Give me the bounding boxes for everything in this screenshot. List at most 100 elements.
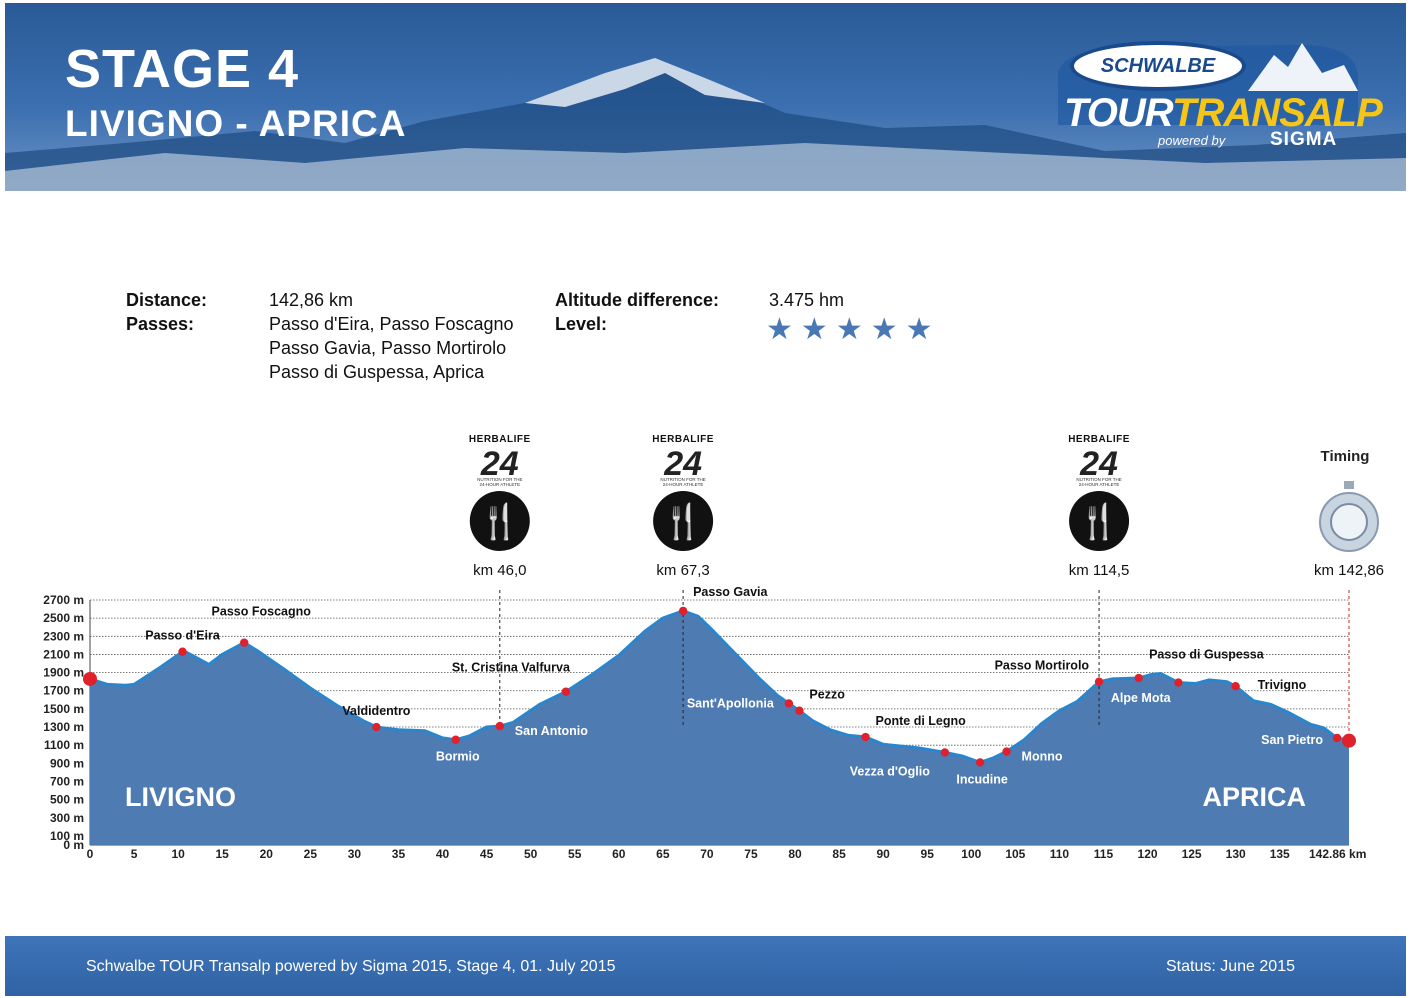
- x-tick-label: 35: [392, 847, 406, 861]
- waypoint-dot: [561, 687, 571, 696]
- waypoint-dot: [1174, 678, 1183, 687]
- waypoint-dot: [1002, 747, 1011, 756]
- logo-transalp: TRANSALP: [1172, 91, 1383, 135]
- herbalife-24-logo: 24: [1079, 445, 1118, 483]
- waypoint-dot: [861, 732, 870, 742]
- waypoint-label: Valdidentro: [342, 704, 410, 718]
- herbalife-tagline: 24-HOUR ATHLETE: [479, 482, 520, 487]
- altitude-value: 3.475 hm: [769, 290, 845, 310]
- distance-value: 142,86 km: [269, 290, 354, 310]
- marker-km-label: km 46,0: [473, 562, 526, 579]
- feed-station-icon: [653, 491, 714, 551]
- marker-km-label: km 67,3: [656, 562, 709, 579]
- waypoint-dot: [940, 748, 950, 757]
- y-tick-label: 1300 m: [43, 720, 84, 734]
- endpoint-dot: [83, 671, 97, 686]
- stopwatch-face: [1330, 503, 1368, 541]
- x-tick-label: 85: [832, 847, 846, 861]
- logo-sigma: SIGMA: [1270, 129, 1338, 150]
- y-tick-label: 2700 m: [43, 593, 84, 607]
- y-tick-label: 1900 m: [43, 666, 84, 680]
- herbalife-brand: HERBALIFE: [652, 434, 714, 445]
- waypoint-label: San Pietro: [1261, 733, 1323, 747]
- y-tick-label: 900 m: [50, 756, 84, 770]
- x-tick-label: 75: [744, 847, 758, 861]
- distance-label: Distance:: [126, 290, 208, 310]
- waypoint-label: Trivigno: [1258, 678, 1307, 692]
- level-star-icon: ★: [870, 313, 898, 346]
- logo-schwalbe: SCHWALBE: [1070, 41, 1246, 91]
- fork-knife-icon: 🍴: [479, 502, 521, 542]
- elevation-line: [89, 609, 1350, 764]
- y-tick-label: 100 m: [50, 829, 84, 843]
- herbalife-tagline: NUTRITION FOR THE: [660, 477, 705, 482]
- herbalife-tagline: NUTRITION FOR THE: [477, 477, 522, 482]
- passes-label: Passes:: [126, 314, 195, 334]
- waypoint-dot: [795, 706, 804, 715]
- x-tick-label: 55: [568, 847, 582, 861]
- footer-event-info: Schwalbe TOUR Transalp powered by Sigma …: [86, 958, 616, 975]
- x-tick-label: 70: [700, 847, 714, 861]
- waypoint-dot: [372, 722, 381, 732]
- waypoint-dot: [1094, 677, 1104, 686]
- waypoint-label: Passo di Guspessa: [1149, 648, 1265, 662]
- footer-bar: Schwalbe TOUR Transalp powered by Sigma …: [5, 936, 1406, 996]
- waypoint-label: Passo Mortirolo: [995, 659, 1090, 673]
- x-tick-label: 120: [1138, 847, 1158, 861]
- x-tick-label: 30: [348, 847, 362, 861]
- waypoint-label: Monno: [1022, 750, 1063, 764]
- elevation-area: [90, 610, 1349, 845]
- logo-tour: TOUR: [1064, 91, 1174, 135]
- x-tick-label: 10: [171, 847, 185, 861]
- herbalife-24-logo: 24: [663, 445, 702, 483]
- waypoint-label: Alpe Mota: [1111, 691, 1172, 705]
- herbalife-brand: HERBALIFE: [1068, 434, 1130, 445]
- level-star-icon: ★: [766, 313, 793, 346]
- y-tick-label: 0 m: [63, 838, 84, 852]
- start-town-label: LIVIGNO: [125, 782, 236, 812]
- y-tick-label: 1100 m: [44, 738, 84, 752]
- endpoint-dot: [1342, 733, 1356, 748]
- x-tick-label: 105: [1005, 847, 1025, 861]
- x-tick-label: 60: [612, 847, 626, 861]
- waypoint-label: Sant'Apollonia: [687, 696, 775, 710]
- waypoint-label: Passo Foscagno: [212, 605, 312, 619]
- waypoint-label: Incudine: [956, 772, 1007, 786]
- passes-line-3: Passo di Guspessa, Aprica: [269, 362, 485, 382]
- y-tick-label: 300 m: [50, 811, 84, 825]
- waypoint-label: Pezzo: [809, 688, 845, 702]
- altitude-label: Altitude difference:: [555, 290, 720, 310]
- fork-knife-icon: 🍴: [1078, 502, 1120, 542]
- level-stars: ★ ★ ★ ★ ★: [766, 315, 933, 345]
- fork-knife-icon: 🍴: [662, 502, 704, 542]
- footer-status: Status: June 2015: [1166, 958, 1295, 975]
- herbalife-tagline: 24-HOUR ATHLETE: [1079, 482, 1120, 487]
- y-tick-label: 2100 m: [43, 647, 84, 661]
- level-star-icon: ★: [835, 313, 863, 346]
- logo-powered-by: powered by: [1158, 133, 1226, 148]
- passes-line-1: Passo d'Eira, Passo Foscagno: [269, 314, 514, 334]
- x-tick-label: 100: [961, 847, 981, 861]
- waypoint-label: Bormio: [436, 750, 480, 764]
- waypoint-label: Passo d'Eira: [145, 629, 221, 643]
- header-banner: STAGE 4 LIVIGNO - APRICA SCHWALBE TOUR T…: [5, 3, 1406, 191]
- x-tick-label: 65: [656, 847, 670, 861]
- x-tick-label: 40: [436, 847, 450, 861]
- waypoint-dot: [240, 638, 249, 647]
- x-tick-label: 5: [131, 847, 138, 861]
- waypoint-dot: [678, 606, 688, 616]
- level-star-icon: ★: [905, 313, 933, 346]
- waypoint-dot: [178, 647, 187, 656]
- tour-transalp-logo: SCHWALBE TOUR TRANSALP powered by SIGMA: [1052, 33, 1383, 163]
- level-label: Level:: [555, 314, 608, 334]
- x-tick-label: 90: [876, 847, 890, 861]
- x-tick-label: 142.86 km: [1309, 847, 1366, 861]
- x-tick-label: 80: [788, 847, 802, 861]
- x-tick-label: 15: [216, 847, 230, 861]
- x-tick-label: 0: [87, 847, 94, 861]
- feed-station-icon: [469, 491, 530, 551]
- finish-town-label: APRICA: [1202, 782, 1306, 812]
- mountain-backdrop: [5, 58, 1406, 191]
- y-tick-label: 2300 m: [43, 629, 84, 643]
